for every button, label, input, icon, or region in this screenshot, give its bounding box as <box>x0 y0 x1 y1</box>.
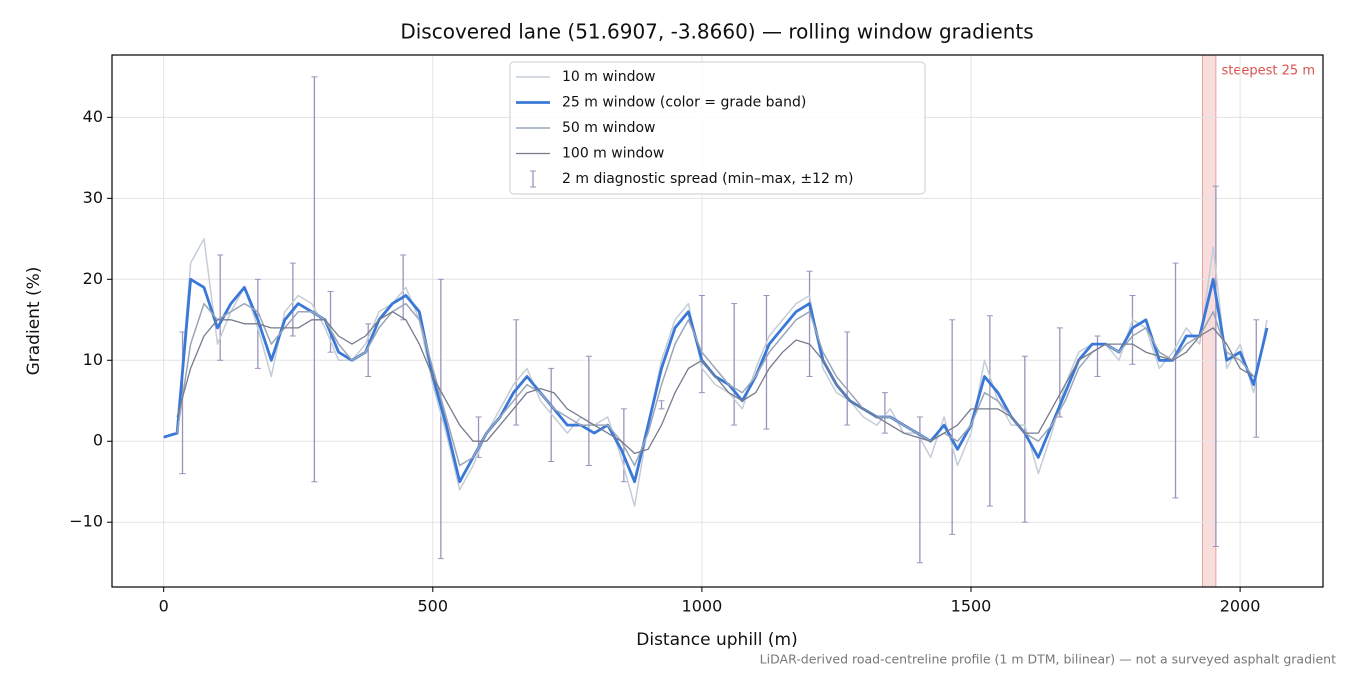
legend-label: 25 m window (color = grade band) <box>562 95 806 111</box>
y-axis-label: Gradient (%) <box>24 267 44 376</box>
x-tick-label: 500 <box>418 597 449 616</box>
error-bar <box>548 367 555 462</box>
y-tick-label: 20 <box>83 269 103 288</box>
series-line <box>176 311 1254 455</box>
error-bar <box>731 303 738 426</box>
legend-label: 2 m diagnostic spread (min–max, ±12 m) <box>562 171 853 187</box>
legend-label: 50 m window <box>562 120 655 136</box>
error-bar <box>806 270 813 377</box>
error-bar <box>949 319 956 535</box>
error-bar <box>1212 185 1219 548</box>
error-bar <box>217 254 224 361</box>
x-tick-label: 2000 <box>1220 597 1261 616</box>
error-bar <box>763 294 770 430</box>
y-tick-label: 30 <box>83 188 103 207</box>
highlight-label: steepest 25 m <box>1222 64 1315 79</box>
x-tick-label: 1500 <box>951 597 992 616</box>
error-bar <box>1094 335 1101 377</box>
error-bar <box>986 315 993 507</box>
y-tick-label: −10 <box>69 512 103 531</box>
series-line <box>163 238 1268 507</box>
x-tick-label: 0 <box>159 597 169 616</box>
error-bar <box>585 355 592 467</box>
plot-frame <box>111 54 1324 588</box>
error-bar <box>311 76 318 483</box>
y-tick-label: 10 <box>83 350 103 369</box>
error-bar <box>658 400 665 410</box>
y-tick-label: 40 <box>83 107 103 126</box>
chart-title: Discovered lane (51.6907, -3.8660) — rol… <box>400 20 1033 44</box>
footnote: LiDAR-derived road-centreline profile (1… <box>760 652 1336 667</box>
x-tick-label: 1000 <box>682 597 723 616</box>
error-bar <box>844 331 851 426</box>
series-line <box>163 277 1269 484</box>
error-bar <box>1172 262 1179 499</box>
error-bar <box>437 278 444 560</box>
error-bar <box>289 262 296 337</box>
x-axis-label: Distance uphill (m) <box>636 630 797 650</box>
error-bar <box>327 290 334 353</box>
legend-box <box>509 61 926 195</box>
error-bar <box>881 392 888 434</box>
error-bar <box>513 319 520 426</box>
error-bar <box>698 294 705 394</box>
legend-label: 100 m window <box>562 146 664 162</box>
legend-label: 10 m window <box>562 69 655 85</box>
series-line <box>176 302 1255 467</box>
error-bar <box>1021 355 1028 523</box>
y-tick-label: 0 <box>93 431 103 450</box>
error-bar <box>916 416 923 564</box>
